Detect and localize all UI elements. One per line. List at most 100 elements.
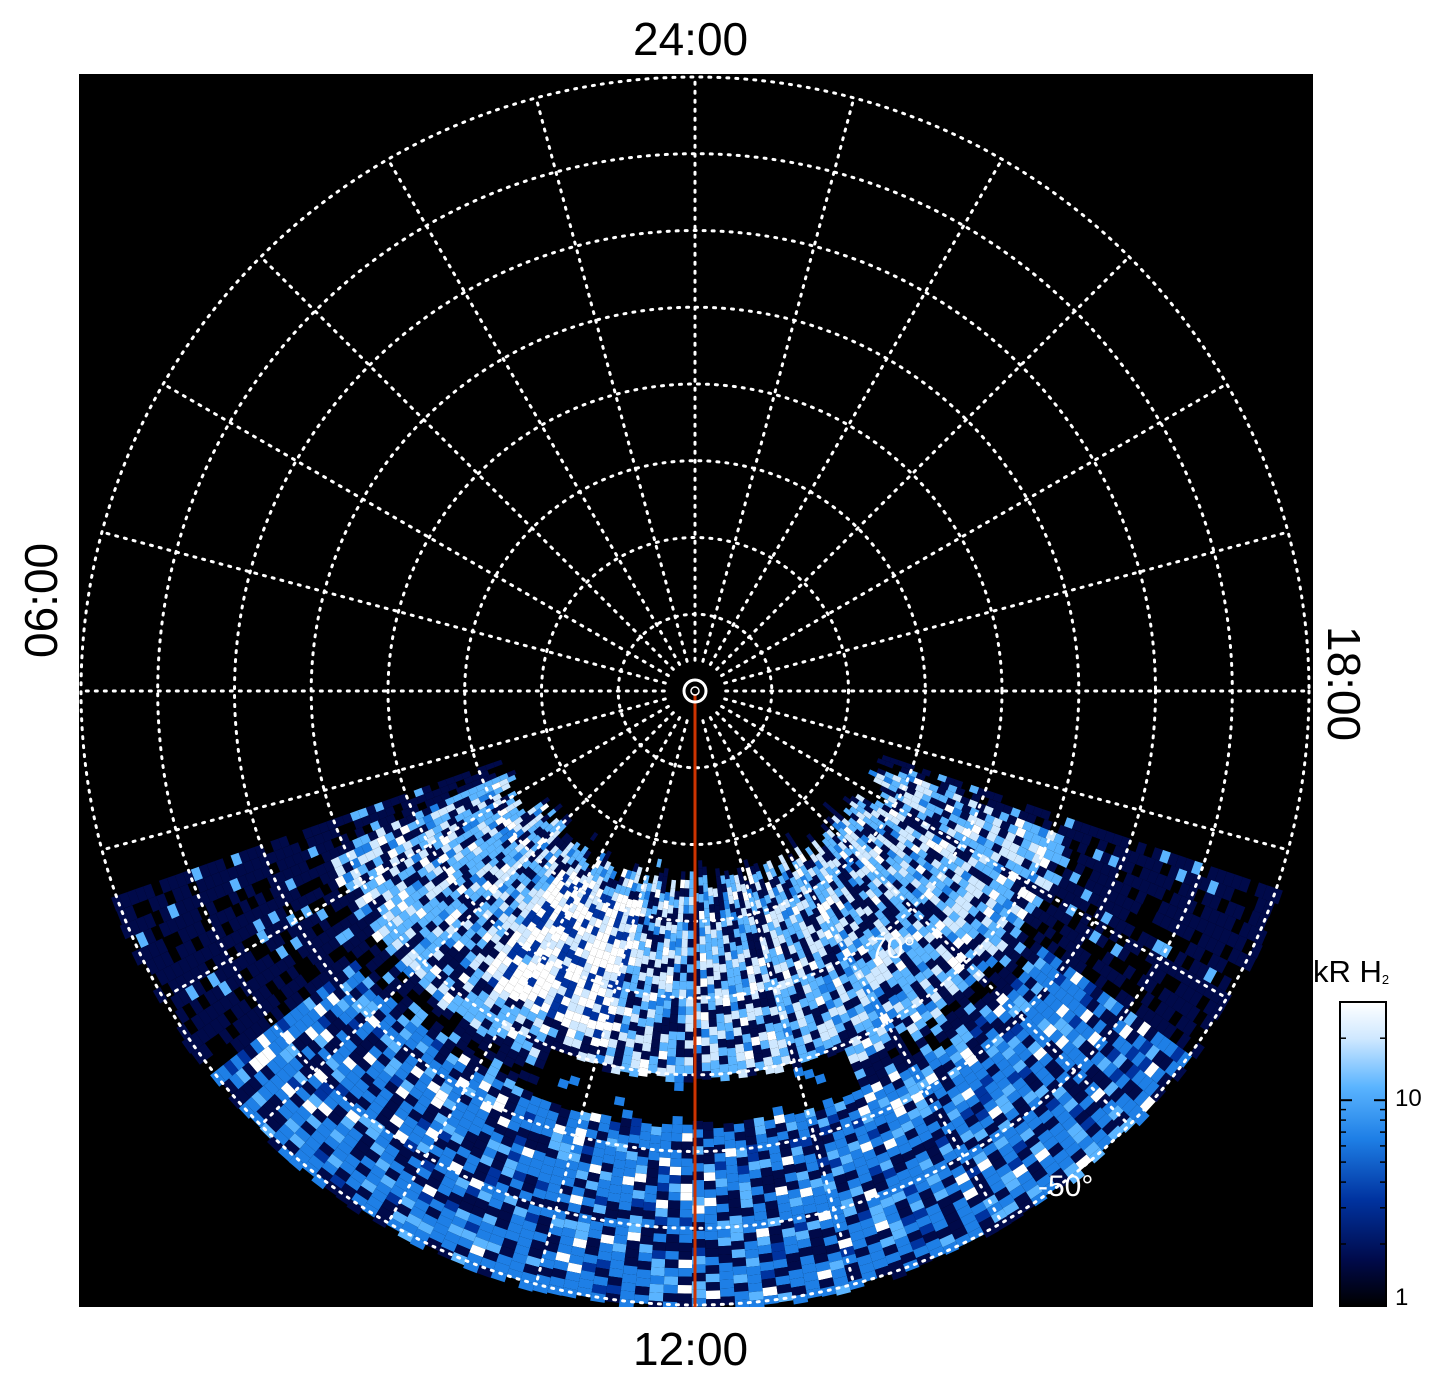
data-cell-1205 (428, 1059, 443, 1073)
data-cell-678 (242, 1062, 258, 1079)
data-cell-1442 (514, 1013, 527, 1025)
data-cell-47 (424, 791, 435, 801)
data-cell-2486 (705, 1273, 720, 1283)
data-cell-183 (322, 860, 335, 873)
data-cell-1448 (490, 1057, 504, 1070)
data-cell-1486 (549, 965, 560, 977)
data-cell-117 (127, 919, 141, 936)
data-cell-404 (225, 976, 240, 992)
data-cell-838 (515, 865, 526, 876)
data-cell-391 (368, 887, 381, 900)
data-cell-925 (290, 1111, 306, 1127)
data-cell-2305 (683, 896, 690, 906)
data-cell-212 (432, 816, 444, 827)
data-cell-2269 (672, 980, 680, 990)
data-cell-2395 (677, 1285, 692, 1294)
data-cell-934 (538, 857, 549, 868)
data-cell-1017 (343, 1091, 359, 1107)
data-cell-1422 (595, 865, 604, 875)
data-cell-2288 (657, 1182, 670, 1192)
data-cell-2475 (704, 1180, 716, 1190)
data-cell-2782 (756, 1023, 767, 1034)
data-cell-584 (534, 813, 544, 823)
data-cell-2669 (761, 1277, 777, 1289)
data-cell-97 (299, 849, 312, 862)
data-cell-1216 (374, 1134, 391, 1150)
data-cell-2582 (713, 896, 720, 906)
data-cell-59 (305, 836, 318, 849)
data-cell-258 (394, 844, 406, 855)
data-cell-2266 (674, 955, 682, 965)
data-cell-631 (553, 803, 563, 812)
data-cell-105 (229, 877, 242, 892)
data-cell-520 (389, 905, 402, 918)
data-cell-46 (432, 788, 443, 798)
data-cell-770 (288, 1057, 304, 1073)
data-cell-236 (228, 917, 242, 932)
data-cell-895 (470, 921, 482, 933)
data-cell-2446 (698, 894, 704, 903)
data-cell-234 (243, 909, 257, 925)
data-cell-2546 (713, 971, 721, 981)
data-cell-1168 (344, 1153, 361, 1169)
data-cell-2692 (743, 1041, 753, 1052)
data-cell-2474 (703, 1172, 716, 1182)
data-cell-2162 (611, 1251, 626, 1262)
data-cell-161 (491, 782, 502, 791)
data-cell-2492 (703, 883, 709, 893)
data-cell-1365 (394, 1177, 411, 1192)
data-cell-14 (357, 807, 369, 819)
data-cell-958 (385, 1026, 400, 1041)
data-cell-188 (284, 877, 297, 892)
data-cell-346 (381, 869, 394, 882)
data-cell-2622 (747, 1282, 763, 1293)
data-cell-2104 (617, 1134, 630, 1145)
data-cell-272 (275, 906, 288, 921)
data-cell-2392 (678, 1259, 692, 1269)
data-cell-330 (498, 801, 509, 811)
data-cell-674 (268, 1040, 283, 1057)
data-cell-2567 (727, 1190, 741, 1200)
data-cell-1453 (470, 1094, 484, 1108)
data-cell-1132 (541, 889, 552, 900)
data-cell-415 (473, 830, 485, 840)
data-cell-1124 (316, 1167, 333, 1183)
data-cell-921 (313, 1086, 329, 1102)
data-cell-250 (454, 812, 465, 823)
data-cell-1067 (345, 1109, 361, 1124)
data-cell-1014 (360, 1072, 375, 1087)
data-cell-757 (369, 982, 383, 997)
data-cell-482 (327, 937, 341, 951)
data-cell-1189 (506, 949, 518, 961)
data-cell-2504 (707, 984, 715, 994)
data-cell-376 (476, 821, 487, 831)
data-cell-1062 (372, 1076, 387, 1091)
data-cell-1520 (413, 1228, 431, 1243)
data-cell-201 (139, 945, 153, 962)
data-cell-792 (481, 889, 493, 901)
data-cell-1099 (451, 994, 465, 1007)
data-cell-380 (447, 838, 459, 850)
data-cell-167 (445, 803, 456, 813)
data-cell-2545 (712, 963, 720, 972)
data-cell-1427 (575, 902, 585, 913)
data-cell-2786 (763, 1056, 774, 1067)
data-cell-220 (372, 846, 384, 858)
data-cell-2189 (648, 1055, 659, 1066)
data-cell-116 (135, 916, 149, 933)
data-cell-1440 (523, 998, 535, 1010)
data-cell-83 (455, 785, 466, 795)
data-cell-2259 (678, 896, 685, 906)
data-cell-1209 (409, 1086, 424, 1101)
data-cell-2209 (621, 1273, 637, 1284)
data-cell-787 (512, 860, 523, 871)
data-cell-2617 (744, 1240, 759, 1251)
data-cell-368 (184, 984, 200, 1002)
data-cell-495 (195, 1027, 211, 1044)
data-cell-2142 (641, 1042, 652, 1052)
data-cell-2195 (636, 1156, 649, 1166)
data-cell-719 (285, 1042, 301, 1058)
data-cell-2603 (733, 1123, 745, 1133)
data-cell-2107 (613, 1159, 626, 1170)
data-cell-783 (536, 836, 547, 847)
